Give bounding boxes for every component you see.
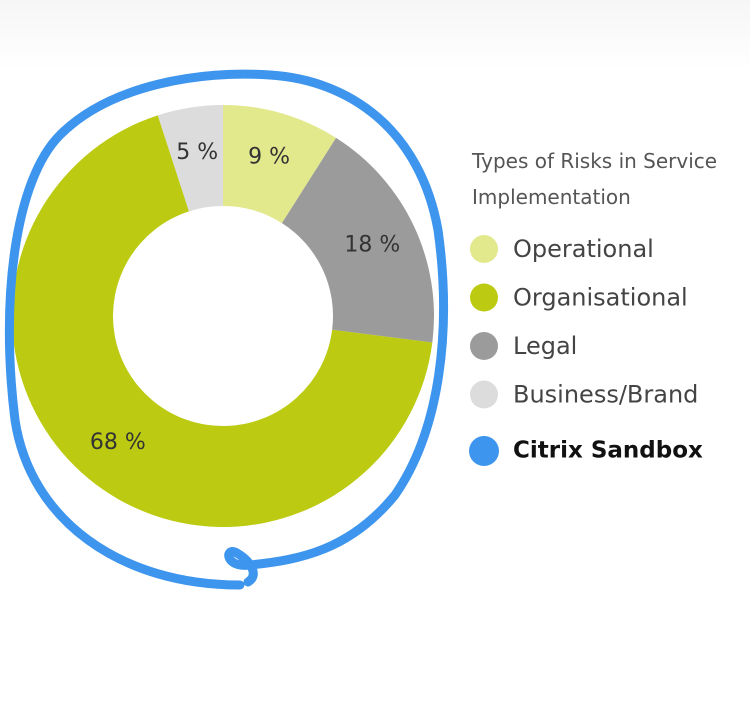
legend-marker: [470, 283, 498, 312]
slice-label: 5 %: [176, 140, 218, 165]
slice: [12, 115, 433, 527]
legend-marker: [470, 332, 498, 360]
legend-marker: [470, 380, 498, 409]
slice: [281, 137, 435, 343]
legend-label: Business/Brand: [513, 381, 698, 409]
legend-marker: [470, 235, 498, 263]
legend-label: Operational: [513, 235, 654, 263]
slice-label: 68 %: [90, 430, 146, 455]
annotation-label: Citrix Sandbox: [513, 438, 703, 464]
slice: [223, 105, 337, 224]
legend-label: Organisational: [513, 284, 688, 312]
slice-label: 18 %: [344, 233, 400, 258]
donut: [12, 105, 435, 527]
legend-title: Types of Risks in Service Implementation: [472, 149, 718, 209]
slice: [157, 105, 223, 212]
hand-drawn-circle: [4, 69, 448, 590]
annotation-marker: [469, 436, 499, 466]
slice-label: 9 %: [248, 145, 290, 170]
legend-label: Legal: [513, 332, 577, 360]
